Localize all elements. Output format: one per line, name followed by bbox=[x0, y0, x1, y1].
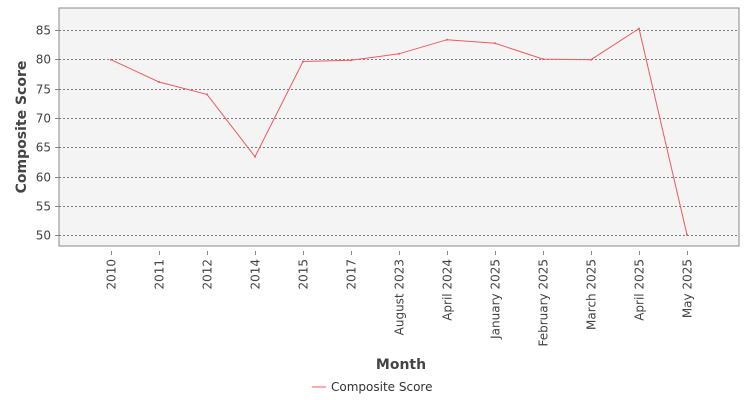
x-tick-label: August 2023 bbox=[393, 259, 407, 335]
data-point bbox=[158, 81, 160, 83]
x-axis-title: Month bbox=[376, 357, 426, 373]
legend-label: Composite Score bbox=[331, 380, 432, 394]
data-point bbox=[638, 27, 640, 30]
x-tick-label: April 2024 bbox=[441, 259, 455, 321]
x-axis: 2010 2011 2012 2014 2015 2017 August 2023 April… bbox=[105, 251, 695, 347]
data-point bbox=[302, 60, 304, 63]
data-point bbox=[686, 233, 688, 236]
data-point bbox=[110, 58, 112, 61]
y-tick-label: 70 bbox=[36, 112, 51, 126]
y-axis-title: Composite Score bbox=[14, 61, 30, 194]
y-tick-label: 60 bbox=[36, 171, 51, 185]
x-tick-label: February 2025 bbox=[537, 259, 551, 347]
x-tick-label: January 2025 bbox=[489, 259, 503, 340]
x-tick-label: 2011 bbox=[153, 259, 167, 290]
x-tick-label: 2017 bbox=[345, 259, 359, 290]
grid-lines bbox=[59, 30, 739, 236]
y-tick-label: 65 bbox=[36, 141, 51, 155]
x-tick-label: 2012 bbox=[201, 259, 215, 290]
plot-area bbox=[58, 7, 740, 247]
y-tick-label: 80 bbox=[36, 53, 51, 67]
data-point bbox=[350, 59, 352, 62]
x-tick-label: March 2025 bbox=[585, 259, 599, 330]
data-point bbox=[542, 58, 544, 61]
x-tick-label: May 2025 bbox=[681, 259, 695, 318]
data-point bbox=[206, 93, 208, 96]
data-point bbox=[254, 155, 256, 158]
y-tick-label: 75 bbox=[36, 83, 51, 97]
y-tick-label: 50 bbox=[36, 229, 51, 243]
x-tick-label: 2015 bbox=[297, 259, 311, 290]
x-tick-label: 2010 bbox=[105, 259, 119, 290]
legend: Composite Score bbox=[312, 380, 432, 394]
y-tick-label: 55 bbox=[36, 200, 51, 214]
data-point bbox=[494, 42, 496, 45]
data-point bbox=[446, 38, 448, 41]
data-point bbox=[398, 52, 400, 55]
y-axis: 50 55 60 65 70 75 80 85 bbox=[36, 24, 59, 243]
x-tick-label: April 2025 bbox=[633, 259, 647, 321]
series-layer bbox=[110, 27, 688, 236]
y-tick-label: 85 bbox=[36, 24, 51, 38]
x-tick-label: 2014 bbox=[249, 259, 263, 290]
data-point bbox=[590, 58, 592, 61]
